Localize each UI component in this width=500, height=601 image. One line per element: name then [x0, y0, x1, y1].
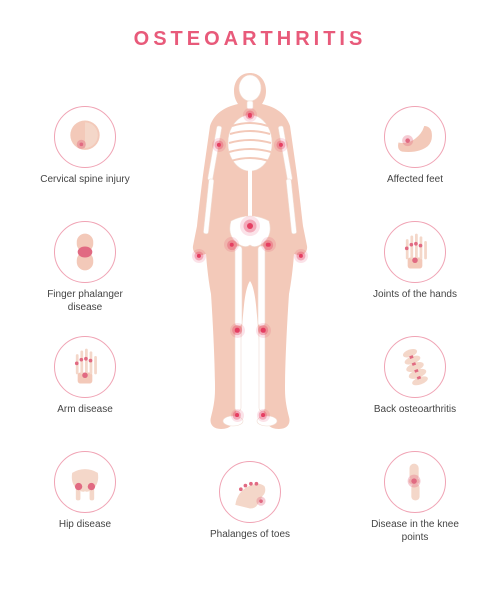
- icon-circle-hip-disease: [54, 451, 116, 513]
- diagram-stage: Cervical spine injury Finger phalanger di…: [0, 61, 500, 601]
- item-hip-disease: Hip disease: [30, 451, 140, 532]
- item-cervical-spine: Cervical spine injury: [30, 106, 140, 187]
- item-joints-hands: Joints of the hands: [360, 221, 470, 302]
- icon-circle-joints-hands: [384, 221, 446, 283]
- icon-circle-finger-phalange: [54, 221, 116, 283]
- icon-circle-phalanges-toes: [219, 461, 281, 523]
- item-affected-feet: Affected feet: [360, 106, 470, 187]
- item-label-affected-feet: Affected feet: [360, 174, 470, 187]
- icon-circle-knee-points: [384, 451, 446, 513]
- item-label-knee-points: Disease in the knee points: [360, 519, 470, 544]
- item-arm-disease: Arm disease: [30, 336, 140, 417]
- icon-circle-arm-disease: [54, 336, 116, 398]
- item-label-cervical-spine: Cervical spine injury: [30, 174, 140, 187]
- icon-circle-back-osteo: [384, 336, 446, 398]
- item-label-hip-disease: Hip disease: [30, 519, 140, 532]
- item-label-back-osteo: Back osteoarthritis: [360, 404, 470, 417]
- item-label-joints-hands: Joints of the hands: [360, 289, 470, 302]
- item-label-arm-disease: Arm disease: [30, 404, 140, 417]
- skeleton-svg: [185, 71, 315, 441]
- item-label-phalanges-toes: Phalanges of toes: [195, 529, 305, 542]
- item-back-osteo: Back osteoarthritis: [360, 336, 470, 417]
- item-label-finger-phalange: Finger phalanger disease: [30, 289, 140, 314]
- item-knee-points: Disease in the knee points: [360, 451, 470, 544]
- item-finger-phalange: Finger phalanger disease: [30, 221, 140, 314]
- icon-circle-cervical-spine: [54, 106, 116, 168]
- icon-circle-affected-feet: [384, 106, 446, 168]
- body-figure: [185, 71, 315, 441]
- page-title: OSTEOARTHRITIS: [0, 0, 500, 61]
- item-phalanges-toes: Phalanges of toes: [195, 461, 305, 542]
